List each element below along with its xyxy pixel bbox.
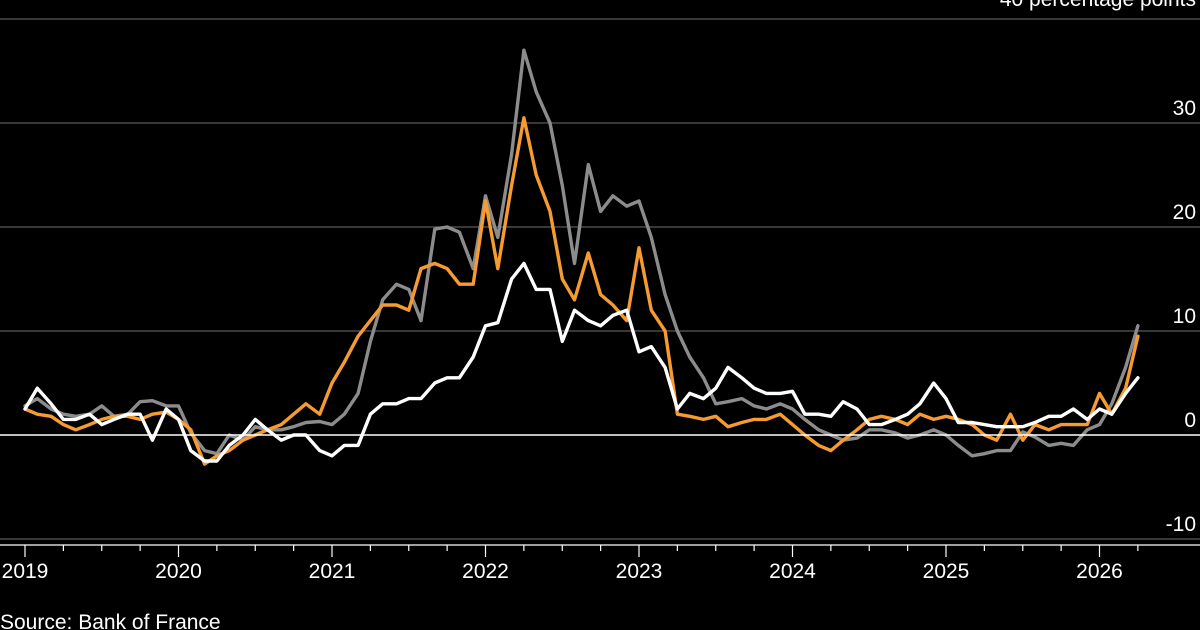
series-lines [23, 48, 1140, 466]
y-tick-label-10: 10 [1173, 305, 1196, 328]
series-line-1 [23, 48, 1140, 458]
x-tick-label-2023: 2023 [616, 560, 663, 583]
x-tick-label-2019: 2019 [2, 560, 49, 583]
source-note: Source: Bank of France [0, 611, 221, 630]
x-tick-label-2022: 2022 [462, 560, 509, 583]
series-line-2 [23, 116, 1140, 466]
y-axis-unit-label: 40 percentage points [1000, 0, 1196, 11]
x-tick-label-2024: 2024 [769, 560, 816, 583]
gridlines [0, 18, 1200, 540]
x-axis: 2019 2020 2021 2022 2023 2024 2025 2026 [0, 544, 1200, 583]
y-tick-label-30: 30 [1173, 97, 1196, 120]
y-axis-tick-labels: -10 0 10 20 30 [1166, 97, 1196, 536]
x-tick-label-2021: 2021 [309, 560, 356, 583]
series-line-3 [23, 261, 1140, 463]
x-tick-label-2020: 2020 [155, 560, 202, 583]
y-tick-label-20: 20 [1173, 201, 1196, 224]
y-tick-label-0: 0 [1184, 409, 1196, 432]
x-tick-label-2026: 2026 [1076, 560, 1123, 583]
x-tick-label-2025: 2025 [923, 560, 970, 583]
y-tick-label--10: -10 [1166, 513, 1196, 536]
